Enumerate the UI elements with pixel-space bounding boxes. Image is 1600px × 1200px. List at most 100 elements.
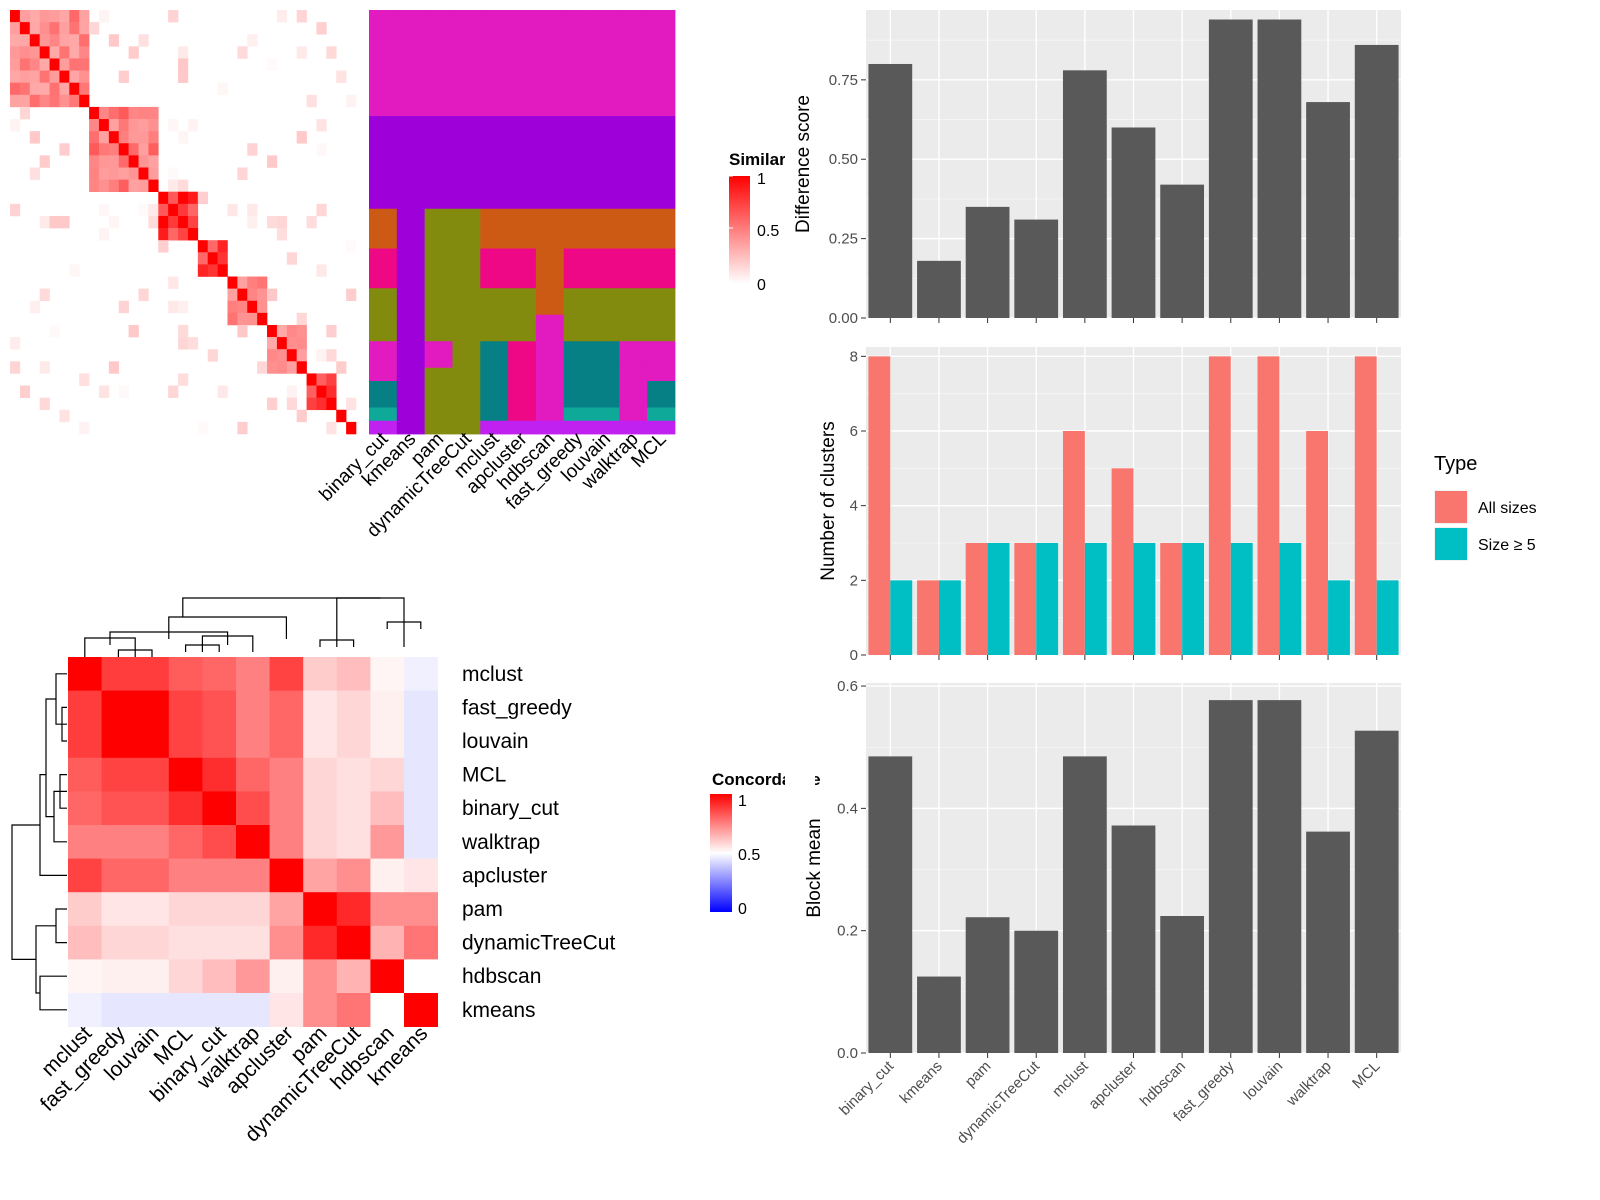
- similarity-cell: [10, 10, 21, 23]
- bar: [1160, 916, 1205, 1053]
- similarity-cell: [178, 179, 189, 193]
- concordance-cell: [336, 791, 371, 826]
- bar: [1111, 127, 1156, 319]
- concordance-cell: [101, 892, 136, 927]
- bar: [1306, 831, 1350, 1053]
- similarity-cell: [178, 300, 189, 314]
- similarity-cell: [138, 34, 149, 47]
- similarity-cell: [207, 349, 218, 362]
- membership-cell: [535, 381, 565, 408]
- similarity-cell: [207, 240, 218, 253]
- similarity-cell: [29, 167, 40, 180]
- similarity-cell: [326, 324, 337, 338]
- y-tick-label: 4: [850, 498, 858, 515]
- concordance-cell: [336, 925, 371, 960]
- similarity-cell: [346, 240, 357, 253]
- membership-cell: [480, 381, 509, 408]
- membership-cell: [619, 248, 648, 289]
- similarity-cell: [29, 22, 40, 35]
- concordance-row-label: louvain: [462, 730, 529, 753]
- similarity-cell: [39, 288, 50, 302]
- bar: [1354, 730, 1399, 1053]
- concordance-cell: [370, 959, 405, 994]
- membership-cell: [369, 208, 398, 249]
- membership-cell: [369, 381, 398, 408]
- similarity-cell: [178, 70, 189, 83]
- similarity-cell: [10, 46, 21, 59]
- concordance-cell: [68, 690, 102, 725]
- similarity-cell: [118, 119, 129, 132]
- membership-cell: [563, 367, 592, 382]
- bar: [1084, 543, 1107, 655]
- similarity-cell: [257, 300, 268, 314]
- x-tick-label: binary_cut: [836, 1057, 898, 1119]
- bar: [1014, 930, 1059, 1053]
- concordance-cell: [370, 791, 405, 826]
- concordance-cell: [68, 858, 102, 893]
- concordance-cell: [269, 724, 304, 759]
- similarity-cell: [39, 82, 50, 96]
- membership-cell: [591, 341, 620, 369]
- similarity-cell: [316, 143, 327, 156]
- bar: [1306, 431, 1329, 655]
- concordance-cell: [168, 757, 203, 792]
- similarity-cell: [168, 276, 179, 289]
- similarity-cell: [128, 46, 139, 59]
- concordance-cell: [135, 892, 170, 927]
- membership-cell: [563, 208, 592, 249]
- similarity-cell: [29, 94, 40, 108]
- similarity-cell: [178, 58, 189, 71]
- concordance-cell: [404, 657, 438, 691]
- similarity-cell: [286, 361, 297, 374]
- concordance-legend-tick: 0.5: [738, 847, 760, 864]
- similarity-cell: [207, 252, 218, 265]
- concordance-cell: [168, 858, 203, 893]
- similarity-cell: [168, 10, 179, 23]
- concordance-cell: [101, 757, 136, 792]
- concordance-cell: [303, 724, 338, 759]
- similarity-cell: [98, 385, 110, 398]
- membership-cell: [535, 407, 565, 422]
- number-of-clusters-chart: 0 2 4 6 8 Number of clusters Type All sizes Size…: [818, 347, 1537, 664]
- similarity-cell: [39, 22, 50, 35]
- bar: [917, 260, 961, 318]
- similarity-cell: [10, 337, 21, 350]
- bar: [1160, 184, 1205, 318]
- x-tick-label: pam: [962, 1058, 995, 1091]
- concordance-cell: [101, 925, 136, 960]
- similarity-cell: [326, 349, 337, 362]
- membership-cell: [535, 367, 565, 382]
- bar: [890, 580, 913, 655]
- similarity-cell: [267, 288, 278, 302]
- membership-cell: [535, 314, 565, 342]
- similarity-cell: [29, 34, 40, 47]
- bar: [1208, 700, 1253, 1053]
- membership-cell: [591, 288, 620, 316]
- membership-cell: [424, 248, 453, 289]
- similarity-cell: [346, 397, 357, 411]
- concordance-cell: [236, 657, 270, 691]
- concordance-cell: [168, 657, 203, 691]
- legend-title: Type: [1434, 453, 1477, 475]
- concordance-cell: [68, 959, 102, 994]
- similarity-cell: [296, 349, 307, 362]
- similarity-cell: [168, 385, 179, 398]
- membership-cell: [647, 208, 676, 249]
- similarity-cell: [19, 385, 31, 398]
- membership-cell: [424, 367, 453, 382]
- similarity-cell: [276, 228, 288, 241]
- dendrogram-branch: [45, 698, 56, 818]
- concordance-cell: [336, 993, 371, 1027]
- concordance-cell: [370, 892, 405, 927]
- similarity-cell: [39, 70, 50, 83]
- concordance-colorbar: [710, 794, 732, 912]
- membership-cell: [508, 288, 537, 316]
- similarity-cell: [316, 203, 327, 217]
- membership-cell: [424, 341, 453, 369]
- similarity-cell: [49, 46, 60, 59]
- membership-cell: [619, 116, 648, 210]
- similarity-cell: [178, 373, 189, 386]
- bar: [1328, 580, 1350, 655]
- concordance-cell: [68, 993, 102, 1027]
